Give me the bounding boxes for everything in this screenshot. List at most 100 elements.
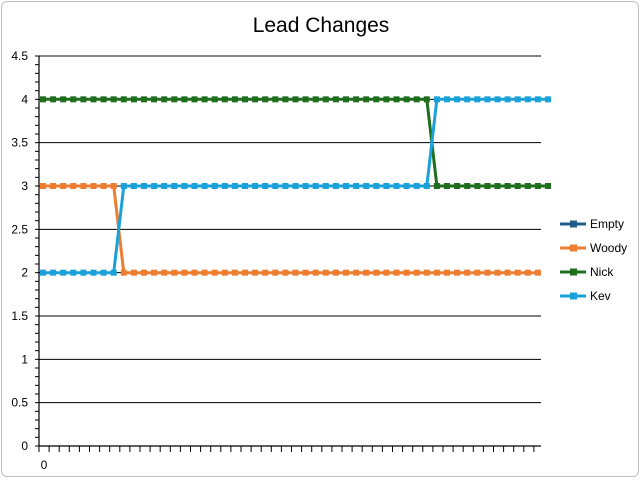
- data-point: [403, 96, 410, 103]
- data-point: [423, 96, 430, 103]
- data-point: [433, 96, 440, 103]
- data-point: [262, 96, 269, 103]
- data-point: [504, 269, 511, 276]
- data-point: [130, 269, 137, 276]
- data-point: [130, 183, 137, 189]
- data-point: [181, 269, 188, 276]
- data-point: [514, 269, 521, 276]
- data-point: [524, 96, 531, 103]
- data-point: [534, 96, 541, 103]
- data-point: [70, 183, 77, 189]
- data-point: [151, 183, 158, 189]
- chart-title: Lead Changes: [253, 14, 390, 37]
- data-point: [545, 96, 551, 103]
- data-point: [413, 183, 420, 189]
- data-point: [282, 183, 289, 189]
- y-tick-label: 0: [21, 439, 28, 453]
- data-point: [60, 96, 67, 103]
- data-point: [110, 183, 117, 189]
- gridlines: [39, 55, 541, 404]
- data-point: [282, 96, 289, 103]
- data-point: [161, 96, 168, 103]
- data-point: [524, 269, 531, 276]
- data-point: [363, 96, 370, 103]
- data-point: [141, 269, 147, 276]
- x-tick-label: 0: [41, 458, 48, 472]
- legend-swatch-marker: [570, 244, 577, 252]
- series-kev: [40, 96, 551, 276]
- data-point: [363, 269, 370, 276]
- data-point: [60, 269, 67, 276]
- data-point: [90, 269, 97, 276]
- data-point: [141, 96, 147, 103]
- data-point: [413, 269, 420, 276]
- data-point: [484, 96, 491, 103]
- data-point: [171, 183, 178, 189]
- y-tick-label: 3: [21, 179, 28, 193]
- data-point: [211, 183, 218, 189]
- data-point: [60, 183, 67, 189]
- data-point: [403, 183, 410, 189]
- data-point: [201, 183, 208, 189]
- legend-label: Kev: [590, 289, 611, 303]
- data-point: [423, 183, 430, 189]
- legend-label: Woody: [590, 241, 627, 255]
- data-point: [40, 269, 46, 276]
- data-point: [545, 183, 551, 189]
- data-point: [353, 183, 360, 189]
- data-point: [292, 96, 299, 103]
- data-point: [464, 269, 471, 276]
- data-point: [444, 183, 450, 189]
- data-point: [221, 96, 228, 103]
- legend-label: Nick: [590, 265, 614, 279]
- data-point: [262, 269, 269, 276]
- axes: 0 0.5 1 1.5 2 2.5 3 3.5 4 4.5 0: [11, 49, 541, 472]
- data-point: [80, 96, 87, 103]
- data-point: [464, 96, 471, 103]
- data-point: [504, 96, 511, 103]
- data-point: [221, 183, 228, 189]
- data-point: [312, 269, 319, 276]
- legend-label: Empty: [590, 217, 624, 231]
- data-point: [343, 96, 349, 103]
- legend-swatch-marker: [570, 292, 577, 300]
- data-point: [231, 96, 238, 103]
- data-point: [332, 269, 339, 276]
- data-point: [171, 96, 178, 103]
- legend-item-empty: Empty: [560, 217, 624, 231]
- data-point: [70, 269, 77, 276]
- data-point: [292, 269, 299, 276]
- data-point: [242, 269, 248, 276]
- data-point: [534, 183, 541, 189]
- data-point: [191, 269, 198, 276]
- data-point: [383, 183, 390, 189]
- data-point: [312, 183, 319, 189]
- data-point: [444, 269, 450, 276]
- data-point: [454, 183, 461, 189]
- data-point: [393, 183, 400, 189]
- data-point: [191, 183, 198, 189]
- series-lines: [40, 96, 551, 276]
- data-point: [514, 96, 521, 103]
- data-point: [332, 96, 339, 103]
- data-point: [373, 96, 380, 103]
- data-point: [40, 183, 46, 189]
- series-woody: [40, 183, 541, 276]
- data-point: [70, 96, 77, 103]
- data-point: [474, 183, 481, 189]
- data-point: [433, 183, 440, 189]
- data-point: [444, 96, 450, 103]
- data-point: [534, 269, 541, 276]
- legend-swatch-marker: [570, 268, 577, 276]
- data-point: [252, 269, 259, 276]
- data-point: [494, 96, 501, 103]
- data-point: [242, 96, 248, 103]
- legend-item-woody: Woody: [560, 241, 627, 255]
- y-tick-label: 2.5: [11, 222, 28, 236]
- data-point: [211, 96, 218, 103]
- data-point: [100, 183, 107, 189]
- data-point: [120, 183, 127, 189]
- data-point: [343, 269, 349, 276]
- data-point: [120, 96, 127, 103]
